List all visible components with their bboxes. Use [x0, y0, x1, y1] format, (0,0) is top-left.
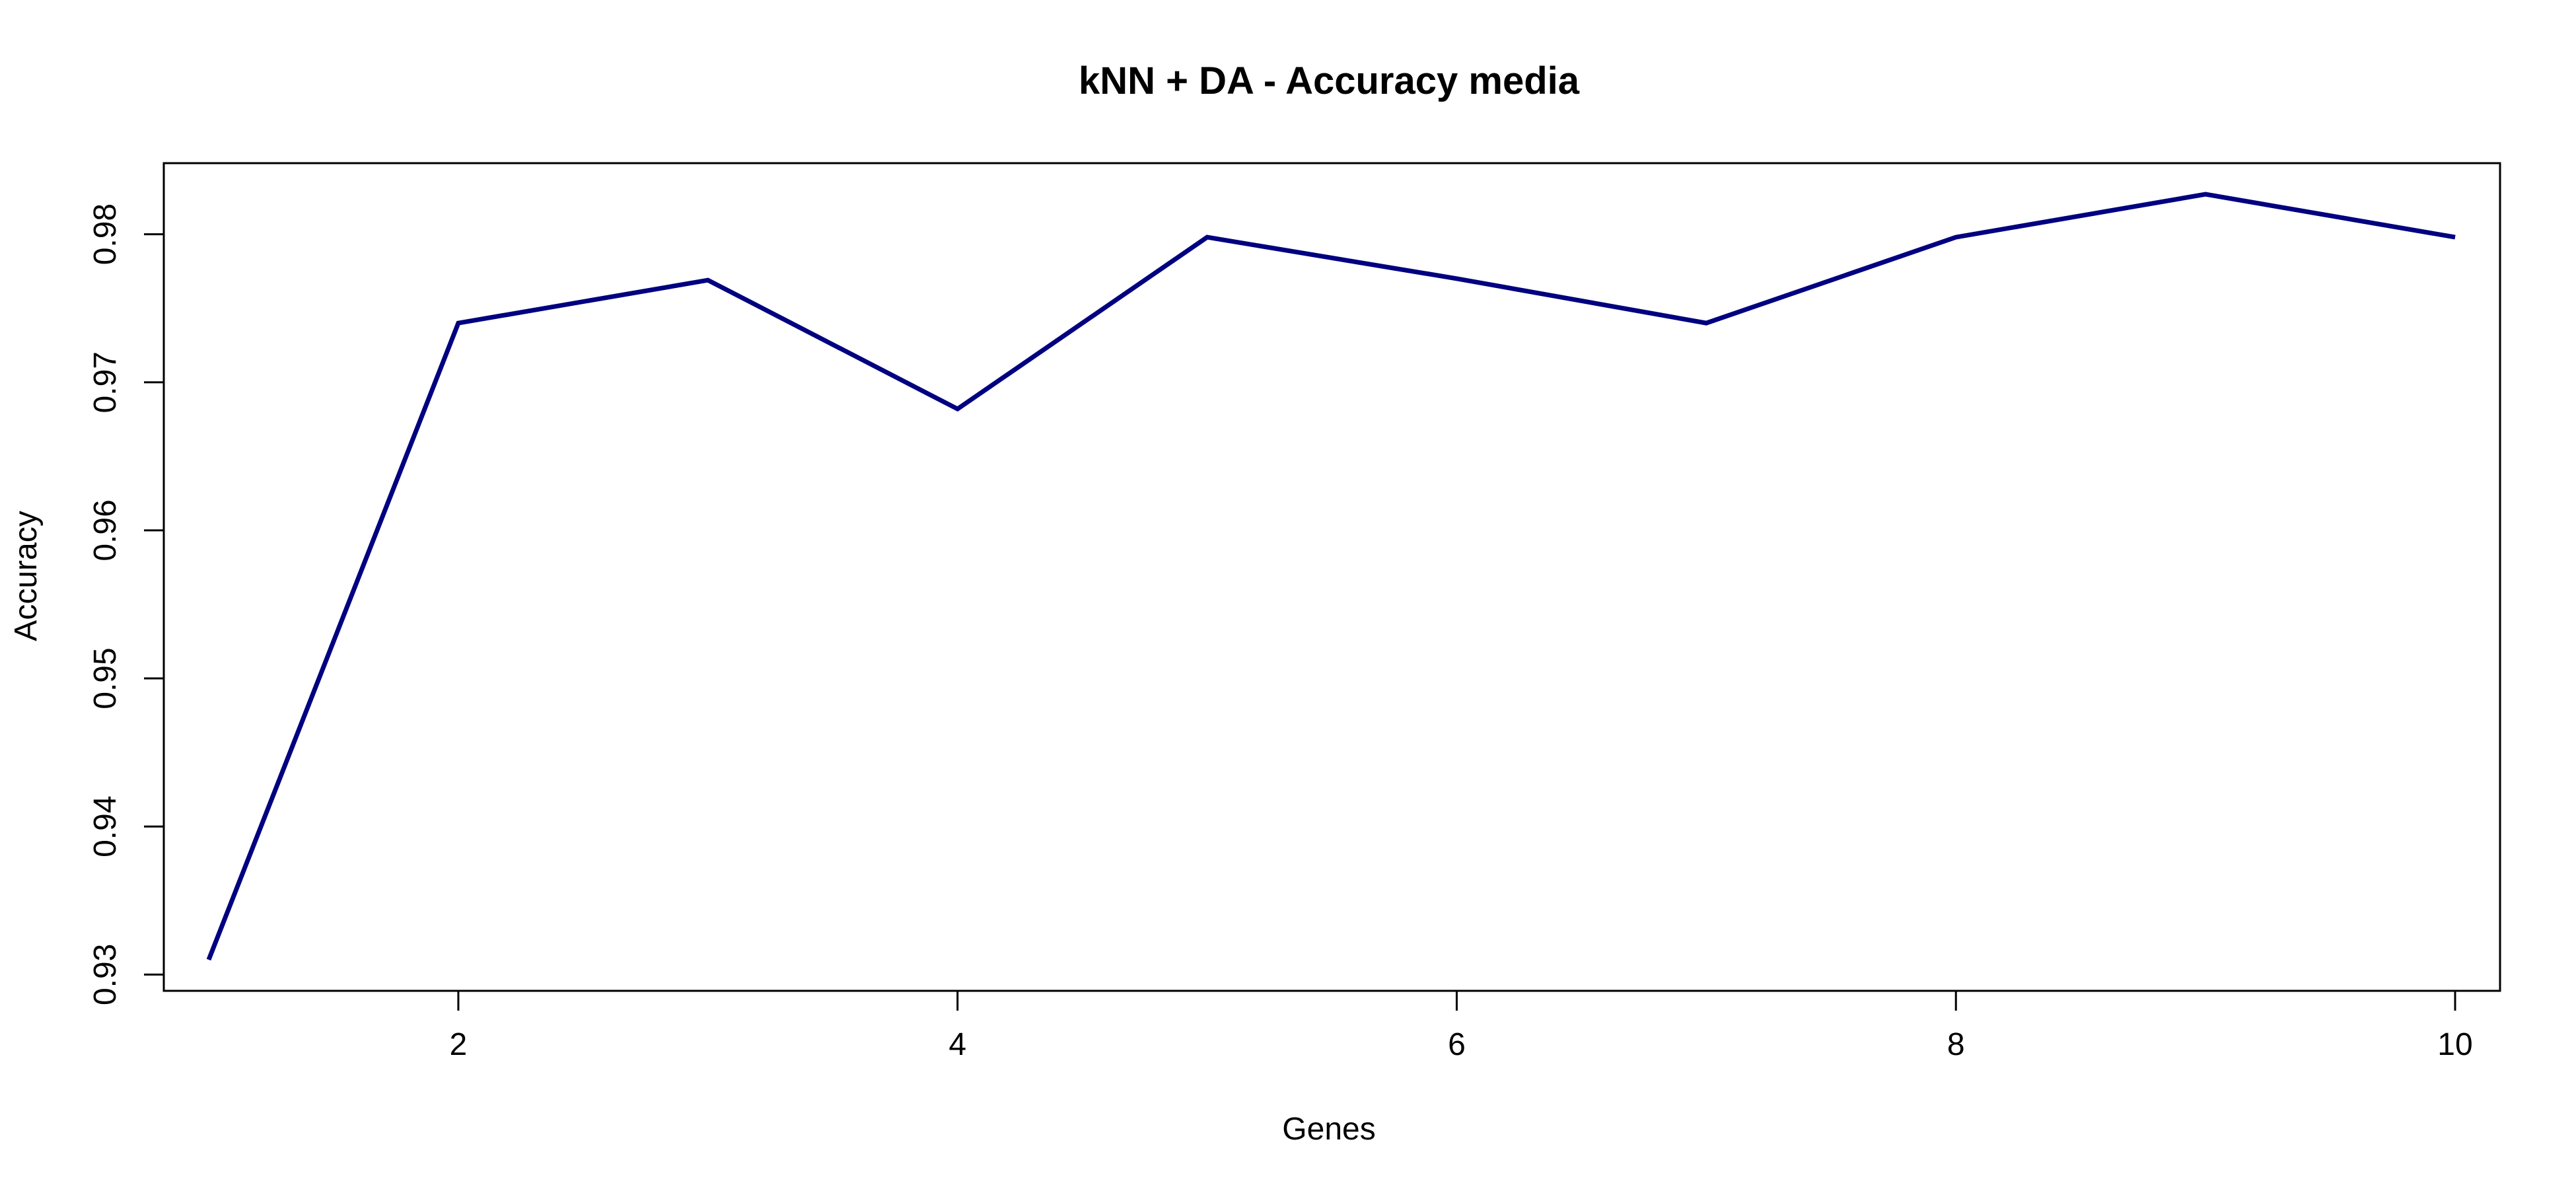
y-tick-label: 0.94	[88, 795, 123, 857]
y-tick-label: 0.97	[88, 351, 123, 413]
x-tick-label: 6	[1448, 1027, 1466, 1062]
y-axis-label: Accuracy	[9, 511, 44, 641]
x-axis: 2 4 6 8 10	[450, 990, 2473, 1062]
series-line	[206, 192, 2456, 961]
x-tick-label: 8	[1947, 1027, 1965, 1062]
y-tick-label: 0.93	[88, 944, 123, 1005]
series-layer	[206, 192, 2456, 961]
y-tick-label: 0.96	[88, 499, 123, 561]
y-tick-label: 0.95	[88, 647, 123, 709]
x-tick-label: 10	[2437, 1027, 2472, 1062]
x-tick-label: 2	[450, 1027, 468, 1062]
x-tick-label: 4	[948, 1027, 966, 1062]
x-axis-label: Genes	[1282, 1112, 1375, 1147]
y-axis: 0.93 0.94 0.95 0.96 0.97 0.98	[88, 203, 165, 1005]
chart-title: kNN + DA - Accuracy media	[1079, 59, 1580, 102]
y-tick-label: 0.98	[88, 203, 123, 265]
